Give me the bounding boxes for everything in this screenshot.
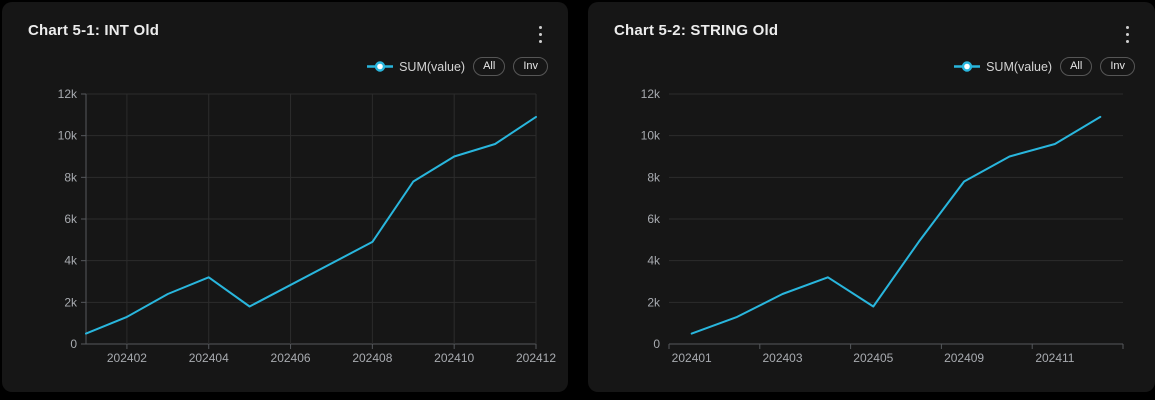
svg-text:202410: 202410 xyxy=(434,351,474,365)
legend-line-marker-icon xyxy=(367,61,394,72)
chart-title: Chart 5-2: STRING Old xyxy=(614,22,779,39)
svg-text:2k: 2k xyxy=(64,295,78,309)
chart-panel-string-old: Chart 5-2: STRING Old SUM(value) All Inv… xyxy=(588,2,1155,392)
legend-series-label: SUM(value) xyxy=(986,59,1053,74)
svg-text:202405: 202405 xyxy=(853,351,893,365)
legend-inv-pill[interactable]: Inv xyxy=(513,57,548,76)
svg-text:2k: 2k xyxy=(647,295,661,309)
legend-item-sum-value[interactable]: SUM(value) xyxy=(954,60,1052,74)
svg-text:6k: 6k xyxy=(64,212,78,226)
svg-text:202409: 202409 xyxy=(944,351,984,365)
chart-title: Chart 5-1: INT Old xyxy=(28,22,160,39)
chart-panel-int-old: Chart 5-1: INT Old SUM(value) All Inv 0 2… xyxy=(2,2,568,392)
kebab-menu-icon[interactable] xyxy=(533,21,548,48)
panel-header: Chart 5-2: STRING Old xyxy=(588,2,1155,48)
svg-text:4k: 4k xyxy=(64,254,78,268)
legend-row: SUM(value) All Inv xyxy=(2,57,568,76)
legend-series-label: SUM(value) xyxy=(399,59,466,74)
svg-text:202408: 202408 xyxy=(352,351,392,365)
kebab-menu-icon[interactable] xyxy=(1120,21,1135,48)
svg-text:0: 0 xyxy=(653,337,660,351)
svg-text:202404: 202404 xyxy=(189,351,229,365)
svg-text:6k: 6k xyxy=(647,212,661,226)
svg-text:12k: 12k xyxy=(58,87,78,101)
line-chart-int-old[interactable]: 0 2k 4k 6k 8k 10k 12k 202402 202404 202406 202408 2… xyxy=(2,2,568,392)
legend-line-marker-icon xyxy=(954,61,981,72)
svg-text:10k: 10k xyxy=(58,129,78,143)
svg-text:12k: 12k xyxy=(641,87,661,101)
legend-row: SUM(value) All Inv xyxy=(588,57,1155,76)
svg-text:202403: 202403 xyxy=(762,351,802,365)
svg-text:8k: 8k xyxy=(647,170,661,184)
svg-text:202401: 202401 xyxy=(672,351,712,365)
svg-text:202402: 202402 xyxy=(107,351,147,365)
svg-text:4k: 4k xyxy=(647,254,661,268)
svg-text:10k: 10k xyxy=(641,129,661,143)
legend-item-sum-value[interactable]: SUM(value) xyxy=(367,60,465,74)
legend-inv-pill[interactable]: Inv xyxy=(1100,57,1135,76)
svg-text:202412: 202412 xyxy=(516,351,556,365)
legend-all-pill[interactable]: All xyxy=(473,57,506,76)
line-chart-string-old[interactable]: 0 2k 4k 6k 8k 10k 12k 202401 202403 202405 202409 2… xyxy=(588,2,1155,392)
legend-all-pill[interactable]: All xyxy=(1060,57,1093,76)
panel-header: Chart 5-1: INT Old xyxy=(2,2,568,48)
svg-text:0: 0 xyxy=(70,337,77,351)
svg-text:202406: 202406 xyxy=(271,351,311,365)
svg-text:202411: 202411 xyxy=(1035,351,1074,365)
svg-text:8k: 8k xyxy=(64,170,78,184)
